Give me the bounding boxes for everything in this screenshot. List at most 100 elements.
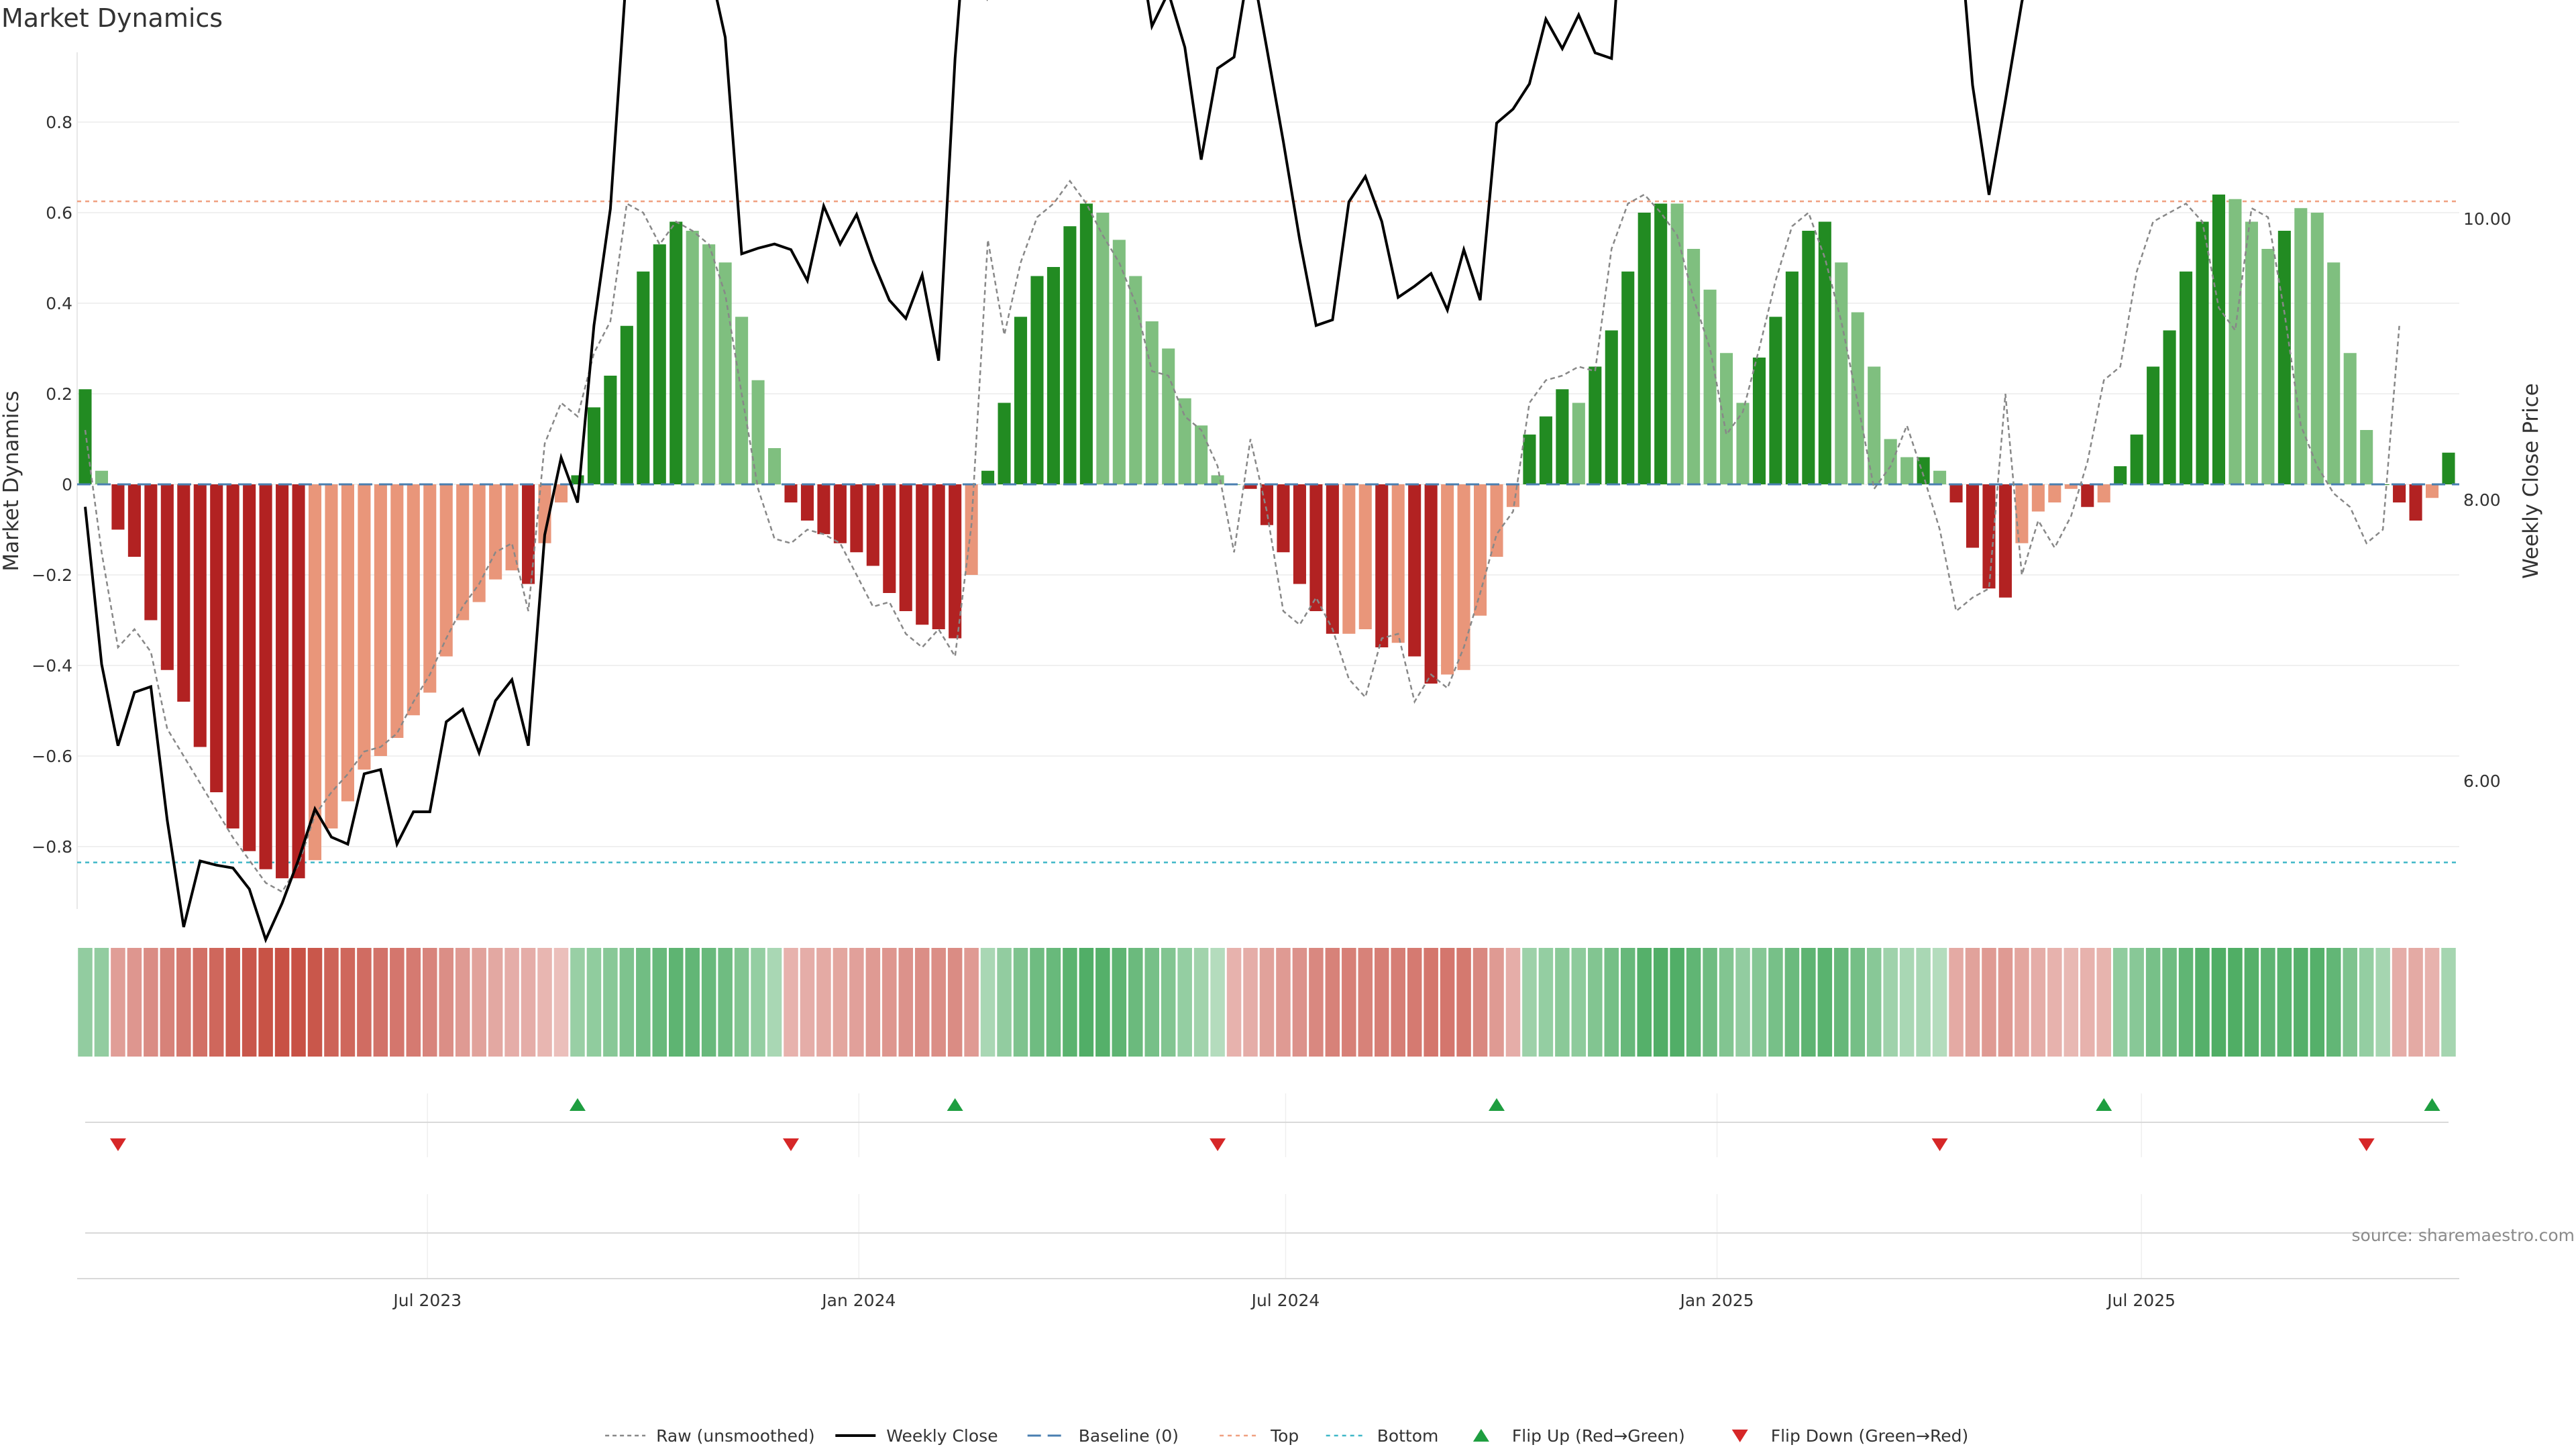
dynamics-bar <box>883 484 896 593</box>
dynamics-bar <box>390 484 404 738</box>
dynamics-bar <box>1457 484 1470 670</box>
heat-cell <box>1193 948 1209 1057</box>
dynamics-bar <box>1900 457 1914 484</box>
dynamics-bar <box>1014 317 1028 484</box>
heat-cell <box>2392 948 2407 1057</box>
dynamics-bar <box>998 402 1011 484</box>
heat-cell <box>1588 948 1603 1057</box>
dynamics-bar <box>686 231 699 484</box>
dynamics-bar <box>1506 484 1520 507</box>
weekly-close-line <box>84 0 2024 944</box>
dynamics-bar <box>2064 484 2078 489</box>
dynamics-bar <box>1145 321 1159 484</box>
dynamics-bar <box>2081 484 2094 507</box>
heat-cell <box>701 948 716 1057</box>
heat-cell <box>2112 948 2128 1057</box>
dynamics-bar <box>1309 484 1323 611</box>
dynamics-bar <box>160 484 174 670</box>
heat-cell <box>718 948 733 1057</box>
dynamics-bar <box>522 484 535 584</box>
heat-cell <box>521 948 536 1057</box>
heat-cell <box>225 948 240 1057</box>
heat-cell <box>2294 948 2308 1057</box>
heat-cell <box>455 948 470 1057</box>
heat-cell <box>1210 948 1225 1057</box>
dynamics-bar <box>226 484 239 828</box>
y-tick-label: −0.6 <box>32 747 72 766</box>
heat-cell <box>2277 948 2292 1057</box>
heat-cell <box>619 948 635 1057</box>
y-tick-label: −0.8 <box>32 837 72 857</box>
y2-axis-label: Weekly Close Price <box>2519 383 2543 579</box>
heat-cell <box>833 948 848 1057</box>
heat-cell <box>1982 948 1996 1057</box>
heat-cell <box>406 948 421 1057</box>
heat-cell <box>1686 948 1701 1057</box>
heat-cell <box>882 948 897 1057</box>
heat-cell <box>964 948 979 1057</box>
flip-up-marker <box>947 1098 963 1111</box>
y2-tick-label: 6.00 <box>2463 771 2501 791</box>
heat-cell <box>1030 948 1044 1057</box>
dynamics-bar <box>1046 267 1060 484</box>
heat-strip <box>78 948 2456 1057</box>
flip-up-marker <box>2096 1098 2112 1111</box>
heat-cell <box>1768 948 1783 1057</box>
heat-cell <box>751 948 765 1057</box>
heat-cell <box>2424 948 2440 1057</box>
dynamics-bar <box>1523 434 1536 484</box>
heat-cell <box>2441 948 2456 1057</box>
dynamics-bar <box>965 484 978 575</box>
main-plot: 0.80.60.40.20−0.2−0.4−0.6−0.8 16.0014.00… <box>0 0 2543 944</box>
dynamics-bar <box>193 484 207 747</box>
heat-cell <box>373 948 388 1057</box>
heat-cell <box>1325 948 1340 1057</box>
heat-cell <box>2031 948 2046 1057</box>
dynamics-bar <box>1539 416 1552 484</box>
dynamics-bar <box>1112 239 1126 484</box>
chart-title: Market Dynamics <box>1 3 223 33</box>
dynamics-bar <box>620 325 633 484</box>
raw-unsmoothed-line <box>84 179 2400 894</box>
dynamics-bar <box>1752 358 1766 484</box>
dynamics-bar <box>1868 366 1881 484</box>
dynamics-bar <box>2425 484 2439 498</box>
flip-down-marker <box>1210 1138 1226 1151</box>
flip-down-marker <box>2358 1138 2375 1151</box>
heat-cell <box>1653 948 1668 1057</box>
heat-cell <box>390 948 405 1057</box>
dynamics-bar <box>1293 484 1306 584</box>
heat-cell <box>2047 948 2062 1057</box>
heat-cell <box>2195 948 2210 1057</box>
dynamics-bar <box>932 484 945 629</box>
heat-cell <box>94 948 109 1057</box>
y-tick-label: 0 <box>62 475 72 494</box>
heat-cell <box>1899 948 1915 1057</box>
dynamics-bar <box>1998 484 2012 598</box>
heat-cell <box>1571 948 1587 1057</box>
heat-cell <box>997 948 1012 1057</box>
heat-cell <box>111 948 125 1057</box>
heat-cell <box>947 948 963 1057</box>
dynamics-bar <box>702 244 716 484</box>
legend-label: Baseline (0) <box>1079 1426 1179 1446</box>
heat-cell <box>274 948 290 1057</box>
dynamics-bar <box>358 484 371 770</box>
dynamics-bar <box>2147 366 2160 484</box>
heat-cell <box>1801 948 1816 1057</box>
heat-cell <box>1752 948 1767 1057</box>
heat-cell <box>1374 948 1389 1057</box>
dynamics-bar <box>2097 484 2110 502</box>
heat-cell <box>2228 948 2243 1057</box>
heat-cell <box>849 948 864 1057</box>
heat-cell <box>570 948 585 1057</box>
heat-cell <box>1391 948 1405 1057</box>
legend-label: Flip Up (Red→Green) <box>1512 1426 1685 1446</box>
dynamics-bar <box>127 484 141 557</box>
x-tick-label: Jul 2024 <box>1250 1291 1320 1310</box>
dynamics-bar <box>1982 484 1996 589</box>
dynamics-bar <box>1670 203 1684 484</box>
dynamics-bar <box>1703 289 1717 484</box>
dynamics-bar <box>144 484 158 621</box>
heat-cell <box>1850 948 1866 1057</box>
